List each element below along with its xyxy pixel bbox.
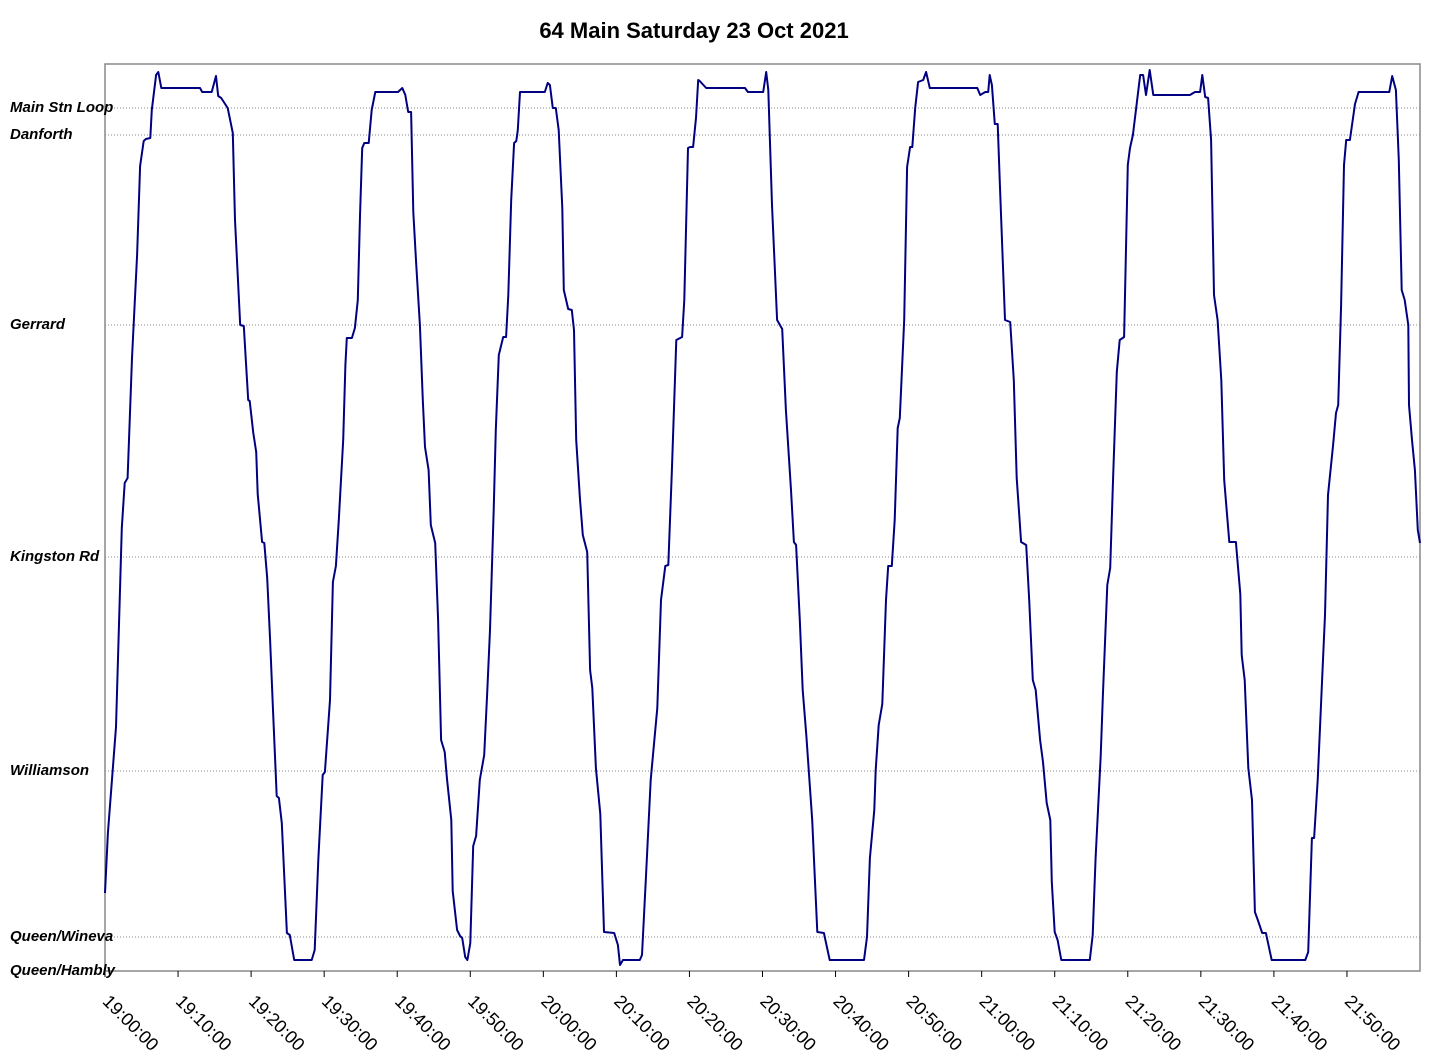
x-tick-label: 19:00:00 bbox=[99, 991, 163, 1055]
plot-frame bbox=[104, 63, 1421, 972]
x-tick-label: 21:10:00 bbox=[1049, 991, 1113, 1055]
y-tick-label: Danforth bbox=[10, 126, 73, 143]
y-tick-label: Queen/Wineva bbox=[10, 928, 113, 945]
x-tick-label: 21:40:00 bbox=[1268, 991, 1332, 1055]
y-tick-label: Kingston Rd bbox=[10, 548, 100, 565]
x-tick-label: 19:50:00 bbox=[464, 991, 528, 1055]
x-tick-label: 19:10:00 bbox=[172, 991, 236, 1055]
x-tick-label: 21:20:00 bbox=[1122, 991, 1186, 1055]
x-tick-label: 21:50:00 bbox=[1341, 991, 1405, 1055]
chart-title: 64 Main Saturday 23 Oct 2021 bbox=[539, 18, 848, 43]
x-tick-label: 21:00:00 bbox=[975, 991, 1039, 1055]
x-tick-label: 19:40:00 bbox=[391, 991, 455, 1055]
x-tick-label: 19:30:00 bbox=[318, 991, 382, 1055]
y-tick-label: Main Stn Loop bbox=[10, 99, 113, 116]
x-tick-label: 20:30:00 bbox=[756, 991, 820, 1055]
data-line bbox=[104, 69, 1421, 966]
x-tick-label: 20:00:00 bbox=[537, 991, 601, 1055]
x-tick-label: 20:50:00 bbox=[902, 991, 966, 1055]
x-tick-label: 20:40:00 bbox=[829, 991, 893, 1055]
x-tick-label: 19:20:00 bbox=[245, 991, 309, 1055]
x-tick-label: 20:10:00 bbox=[610, 991, 674, 1055]
y-tick-label: Williamson bbox=[10, 762, 89, 779]
x-tick-label: 21:30:00 bbox=[1195, 991, 1259, 1055]
y-tick-label: Queen/Hambly bbox=[10, 962, 116, 979]
y-tick-label: Gerrard bbox=[10, 316, 66, 333]
x-tick-label: 20:20:00 bbox=[683, 991, 747, 1055]
